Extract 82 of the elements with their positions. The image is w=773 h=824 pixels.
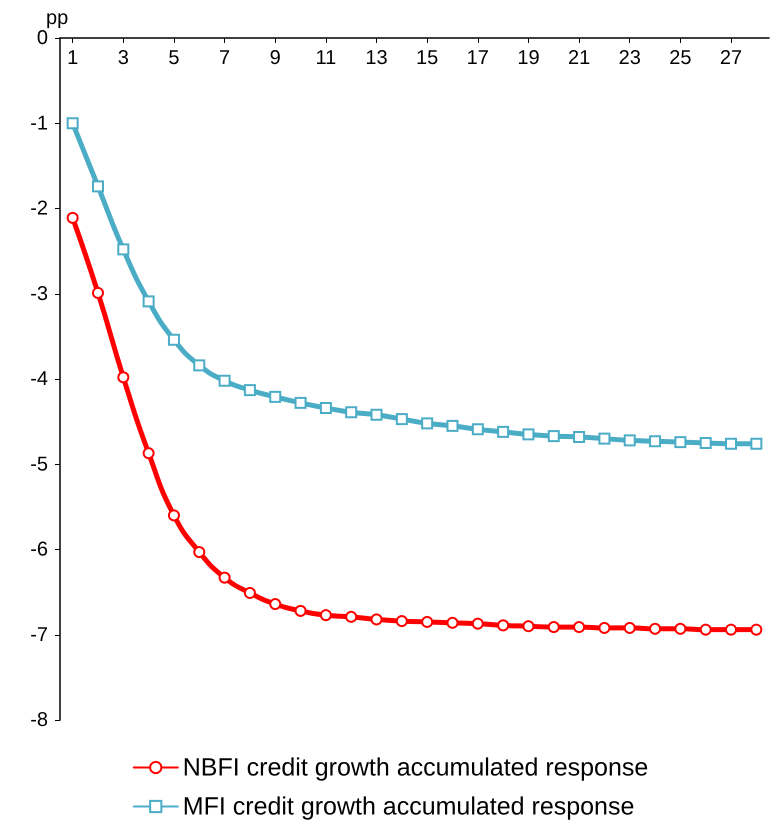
point (421, 417, 434, 430)
y-tick-label: -4 (30, 368, 48, 390)
point (522, 428, 534, 440)
y-tick-label: -2 (30, 198, 48, 220)
point (674, 622, 686, 635)
point (649, 622, 662, 635)
y-tick-label: -3 (30, 282, 48, 305)
x-tick-label: 23 (618, 47, 641, 69)
point (269, 598, 282, 610)
point (396, 615, 408, 628)
point (573, 430, 586, 443)
point (522, 620, 534, 632)
y-tick-label: -1 (30, 112, 48, 134)
point (92, 180, 104, 192)
x-tick-label: 9 (270, 47, 281, 69)
point (750, 438, 762, 450)
point (193, 546, 206, 558)
point (674, 436, 686, 448)
point (446, 420, 458, 432)
point (472, 423, 484, 436)
x-tick-label: 13 (365, 47, 388, 69)
point (244, 384, 256, 396)
point (370, 613, 383, 626)
point (218, 572, 231, 584)
point (218, 374, 231, 387)
point (320, 402, 332, 414)
point (92, 286, 104, 299)
x-tick-label: 19 (517, 47, 540, 69)
y-tick-label: -5 (30, 453, 48, 476)
point (168, 334, 180, 346)
y-axis-title: pp (46, 7, 68, 30)
point (548, 430, 560, 442)
legend-label: NBFI credit growth accumulated response (182, 754, 648, 782)
point (370, 408, 383, 421)
x-tick-label: 1 (67, 47, 78, 69)
point (269, 390, 282, 403)
x-tick-label: 5 (168, 47, 180, 69)
x-tick-label: 7 (219, 47, 230, 69)
point (142, 295, 155, 308)
y-tick-label: -8 (30, 709, 48, 731)
point (725, 624, 738, 636)
point (624, 622, 636, 634)
legend-label: MFI credit growth accumulated response (182, 792, 634, 820)
point (421, 616, 434, 628)
x-tick-label: 21 (568, 47, 590, 69)
point (446, 616, 458, 629)
point (750, 624, 762, 636)
point (117, 371, 130, 384)
point (472, 618, 484, 630)
point (294, 396, 307, 409)
point (700, 624, 712, 636)
point (244, 586, 256, 599)
point (725, 438, 738, 450)
x-tick-label: 3 (118, 47, 129, 69)
point (168, 509, 180, 522)
point (700, 436, 712, 449)
x-tick-label: 17 (466, 47, 489, 69)
y-tick-label: -7 (30, 624, 48, 646)
point (548, 621, 560, 634)
x-tick-label: 25 (669, 47, 692, 69)
y-tick-label: -6 (30, 538, 48, 560)
y-tick-label: 0 (36, 27, 48, 49)
point (497, 426, 510, 438)
point (396, 413, 408, 426)
point (497, 619, 510, 632)
x-tick-label: 11 (315, 47, 336, 69)
point (320, 609, 332, 622)
point (624, 434, 636, 446)
point (598, 432, 610, 445)
point (117, 243, 130, 256)
point (598, 622, 610, 634)
point (66, 117, 79, 130)
point (345, 610, 358, 623)
point (142, 447, 155, 460)
point (345, 406, 358, 418)
point (193, 359, 206, 372)
x-tick-label: 15 (416, 47, 438, 69)
point (573, 621, 586, 634)
point (649, 435, 662, 448)
x-tick-label: 27 (720, 47, 742, 69)
point (294, 604, 307, 617)
point (66, 212, 79, 224)
